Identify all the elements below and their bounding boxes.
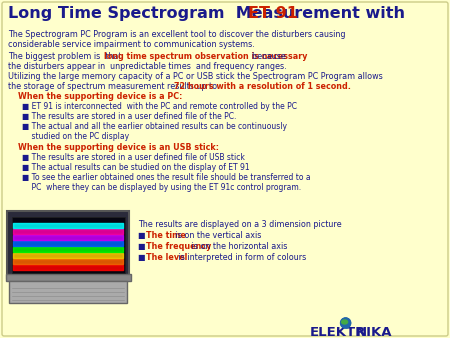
Text: ■ The actual and all the earlier obtained results can be continuously: ■ The actual and all the earlier obtaine… <box>22 122 287 131</box>
Text: The biggest problem is  that: The biggest problem is that <box>8 52 124 61</box>
Text: Utilizing the large memory capacity of a PC or USB stick the Spectrogram PC Prog: Utilizing the large memory capacity of a… <box>8 72 383 81</box>
Text: The results are displayed on a 3 dimension picture: The results are displayed on a 3 dimensi… <box>138 220 342 229</box>
Text: the disturbers appear in  unpredictable times  and frequency ranges.: the disturbers appear in unpredictable t… <box>8 62 287 71</box>
Text: When the supporting device is an USB stick:: When the supporting device is an USB sti… <box>18 143 219 152</box>
Text: Long Time Spectrogram  Measurement with: Long Time Spectrogram Measurement with <box>8 6 416 21</box>
Ellipse shape <box>342 320 347 324</box>
Text: ■ The results are stored in a user defined file of USB stick: ■ The results are stored in a user defin… <box>22 153 245 162</box>
Text: When the supporting device is a PC:: When the supporting device is a PC: <box>18 92 182 101</box>
Text: The time: The time <box>146 231 186 240</box>
FancyBboxPatch shape <box>2 2 448 336</box>
Text: considerable service impairment to communication systems.: considerable service impairment to commu… <box>8 40 255 49</box>
Text: ET 91: ET 91 <box>248 6 298 21</box>
Text: NIKA: NIKA <box>356 326 392 338</box>
Text: is on the vertical axis: is on the vertical axis <box>172 231 261 240</box>
Text: The level: The level <box>146 253 187 262</box>
FancyBboxPatch shape <box>12 217 125 272</box>
Text: 72 hours with a resolution of 1 second.: 72 hours with a resolution of 1 second. <box>174 82 351 91</box>
Text: is interpreted in form of colours: is interpreted in form of colours <box>176 253 306 262</box>
Text: ■ The actual results can be studied on the display of ET 91: ■ The actual results can be studied on t… <box>22 163 250 172</box>
Text: The frequency: The frequency <box>146 242 212 251</box>
Text: The Spectrogram PC Program is an excellent tool to discover the disturbers causi: The Spectrogram PC Program is an excelle… <box>8 30 346 39</box>
Text: ■ The results are stored in a user defined file of the PC.: ■ The results are stored in a user defin… <box>22 112 236 121</box>
Circle shape <box>341 318 351 328</box>
Text: ■: ■ <box>138 242 148 251</box>
Text: because: because <box>247 52 286 61</box>
FancyBboxPatch shape <box>7 211 129 278</box>
Text: ■: ■ <box>138 231 148 240</box>
Text: studied on the PC display: studied on the PC display <box>22 132 129 141</box>
Text: ■: ■ <box>138 253 148 262</box>
Text: is on the horizontal axis: is on the horizontal axis <box>189 242 288 251</box>
FancyBboxPatch shape <box>5 273 130 281</box>
Text: long time spectrum observation is necessary: long time spectrum observation is necess… <box>104 52 308 61</box>
Text: PC  where they can be displayed by using the ET 91c control program.: PC where they can be displayed by using … <box>22 183 301 192</box>
Text: ■ ET 91 is interconnected  with the PC and remote controlled by the PC: ■ ET 91 is interconnected with the PC an… <box>22 102 297 111</box>
FancyBboxPatch shape <box>9 281 127 303</box>
Text: the storage of spectrum measurement results up to: the storage of spectrum measurement resu… <box>8 82 220 91</box>
Text: ■ To see the earlier obtained ones the result file should be transferred to a: ■ To see the earlier obtained ones the r… <box>22 173 310 182</box>
Circle shape <box>341 318 351 328</box>
Text: ELEKTR: ELEKTR <box>310 326 366 338</box>
